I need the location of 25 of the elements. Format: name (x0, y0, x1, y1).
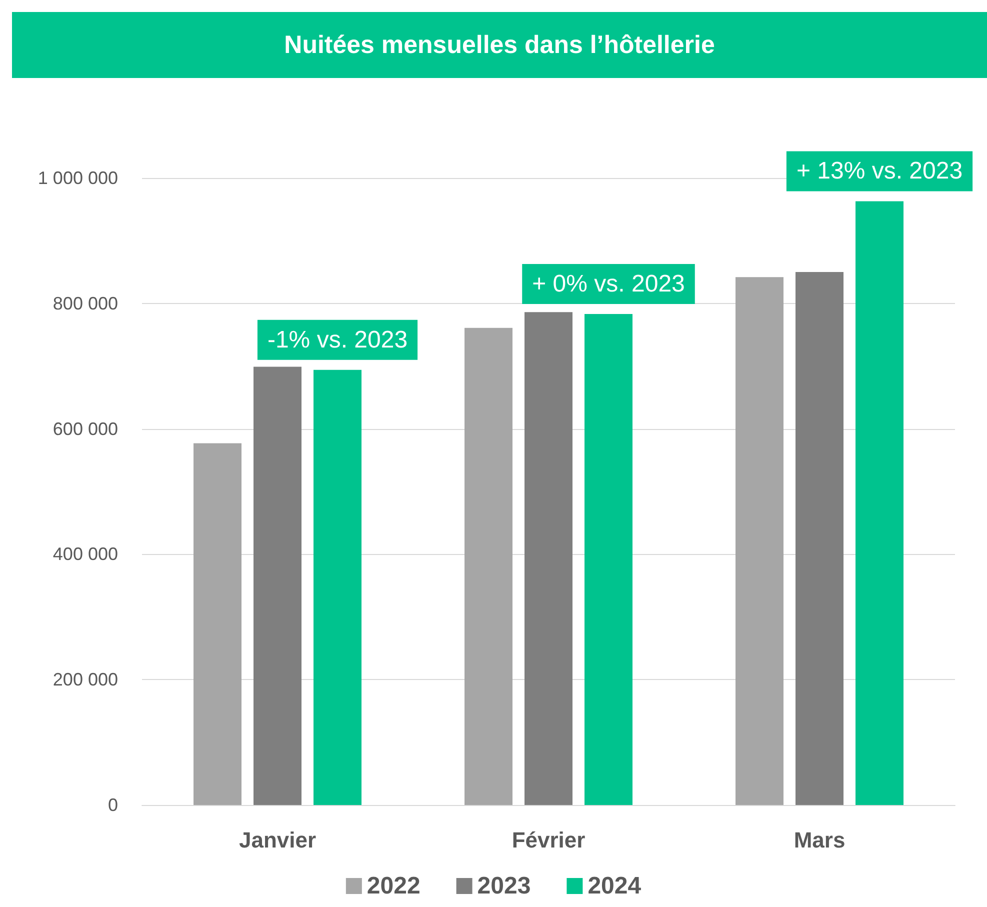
bar (736, 277, 784, 805)
bar (856, 201, 904, 805)
x-tick-label: Février (512, 828, 586, 852)
bar (314, 370, 362, 805)
legend-label: 2022 (366, 872, 420, 900)
annotation: -1% vs. 2023 (267, 326, 408, 354)
x-tick-label: Janvier (238, 828, 316, 852)
y-tick-label: 400 000 (52, 544, 118, 564)
bar (194, 443, 242, 805)
y-tick-label: 0 (108, 795, 118, 815)
chart-title: Nuitées mensuelles dans l’hôtellerie (12, 12, 987, 78)
annotation: + 0% vs. 2023 (532, 270, 685, 298)
legend-label: 2023 (477, 872, 531, 900)
bar (796, 272, 844, 805)
legend-label: 2024 (588, 872, 642, 900)
x-tick-label: Mars (794, 828, 846, 852)
y-tick-label: 200 000 (52, 670, 118, 690)
bar (584, 314, 632, 805)
bar (524, 312, 572, 805)
bar (464, 328, 512, 805)
y-tick-label: 600 000 (52, 418, 118, 439)
y-tick-label: 800 000 (52, 293, 118, 314)
y-tick-label: 1 000 000 (38, 168, 118, 188)
bar (254, 366, 302, 805)
annotation: + 13% vs. 2023 (796, 158, 963, 185)
